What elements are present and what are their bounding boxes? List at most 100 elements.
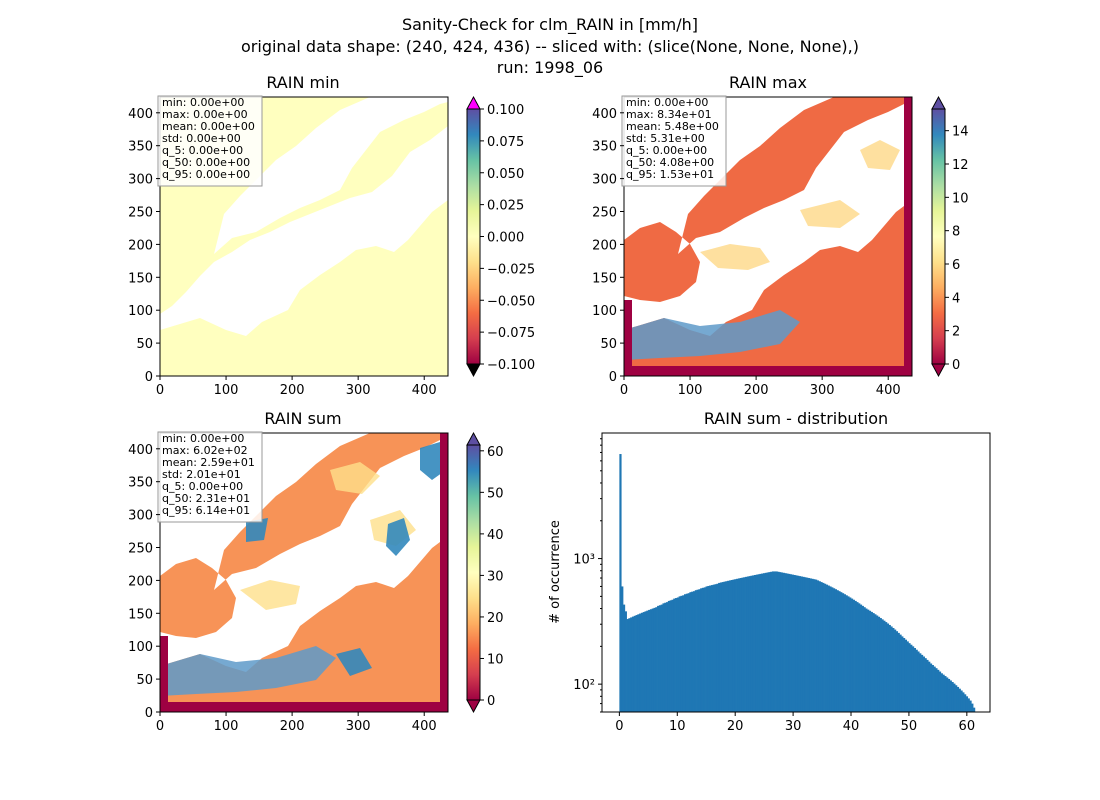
- histogram-bar: [694, 590, 697, 712]
- max-xtick-label: 0: [620, 383, 628, 398]
- histogram-bar: [637, 614, 640, 712]
- sum-ytick-label: 350: [128, 476, 153, 491]
- min-ytick-label: 300: [128, 173, 153, 188]
- sum-ytick-label: 200: [128, 574, 153, 589]
- histogram-bar: [692, 591, 696, 712]
- histogram-bar: [840, 592, 843, 712]
- sum-xtick-label: 200: [280, 719, 305, 734]
- map-max-boundary-right: [904, 97, 912, 376]
- histogram-bar: [825, 584, 829, 712]
- histogram-bar: [969, 700, 972, 712]
- map-min-frame: [159, 96, 449, 377]
- histogram-bar: [904, 639, 908, 712]
- histogram-bar: [691, 591, 694, 712]
- panel-histogram: RAIN sum - distribution 0 10 20 30 40 50 60 10²…: [548, 409, 991, 734]
- histogram-axes: 0 10 20 30 40 50 60 10² 10³: [573, 438, 976, 734]
- axes-min: 0 100 200 300 400 0 50 100 150 200 250 300 350 400: [128, 107, 436, 398]
- histogram-xtick-label: 60: [959, 719, 976, 734]
- histogram-bar: [730, 580, 733, 712]
- histogram-bar: [944, 676, 947, 712]
- sum-colorbar-tick-label: 30: [487, 569, 504, 584]
- panel-max-stats-box: min: 0.00e+00 max: 8.34e+01 mean: 5.48e+…: [621, 95, 727, 187]
- histogram-xtick-label: 10: [669, 719, 686, 734]
- histogram-bar: [736, 578, 739, 712]
- histogram-bar: [940, 673, 943, 712]
- histogram-bar: [949, 680, 952, 712]
- histogram-bar: [624, 611, 627, 712]
- histogram-bar: [922, 656, 925, 712]
- map-sum-field: [160, 433, 448, 712]
- min-ytick-label: 200: [128, 238, 153, 253]
- min-ytick-label: 150: [128, 271, 153, 286]
- histogram-bar: [886, 623, 890, 712]
- histogram-bar: [631, 616, 635, 712]
- histogram-bar: [883, 620, 886, 712]
- stat-max-2: mean: 5.48e+00: [626, 120, 719, 133]
- histogram-bar: [937, 669, 940, 712]
- min-colorbar-tick-label: −0.050: [487, 294, 535, 309]
- panel-rain-min: RAIN min min: 0.00e+00 max: 0.00e+00 mea…: [128, 73, 535, 398]
- histogram-bar: [899, 634, 902, 712]
- min-ytick-label: 400: [128, 107, 153, 122]
- histogram-bar: [714, 584, 717, 712]
- max-colorbar-gradient: [931, 108, 946, 365]
- histogram-bar: [852, 599, 855, 712]
- histogram-bar: [771, 571, 775, 712]
- min-ytick-label: 250: [128, 205, 153, 220]
- stat-max-0: min: 0.00e+00: [626, 96, 708, 109]
- histogram-bar: [924, 658, 927, 712]
- min-xtick-label: 0: [156, 383, 164, 398]
- histogram-bar: [737, 578, 741, 712]
- sum-colorbar-tick-label: 40: [487, 528, 504, 543]
- histogram-bar: [759, 573, 762, 712]
- histogram-bar: [678, 596, 681, 712]
- histogram-bar: [684, 594, 687, 712]
- map-sum-boundary-left: [160, 636, 168, 712]
- histogram-bar: [802, 576, 805, 712]
- histogram-bar: [798, 576, 802, 712]
- histogram-bar: [757, 574, 760, 712]
- axes-sum: 0 100 200 300 400 0 50 100 150 200 250 300 350 400: [128, 443, 436, 734]
- histogram-bar: [824, 583, 827, 712]
- histogram-bar: [971, 703, 974, 712]
- histogram-bar: [858, 603, 861, 712]
- histogram-bar: [789, 574, 793, 712]
- panel-rain-sum: RAIN sum min: 0.00e+00 max: 6.02e+02 mea…: [128, 409, 503, 734]
- histogram-bar: [755, 574, 759, 712]
- stat-min-5: q_50: 0.00e+00: [162, 156, 250, 169]
- histogram-bar: [712, 584, 715, 712]
- histogram-bar: [872, 613, 875, 712]
- histogram-bar: [657, 605, 660, 712]
- histogram-bar: [689, 592, 692, 712]
- max-ytick-label: 250: [592, 205, 617, 220]
- histogram-bar: [915, 649, 918, 712]
- max-colorbar-tick-label: 10: [952, 191, 969, 206]
- max-ytick-label: 150: [592, 271, 617, 286]
- histogram-bar: [815, 579, 818, 712]
- histogram-bar: [836, 590, 839, 712]
- histogram-bar: [682, 595, 685, 712]
- histogram-bar: [667, 600, 671, 712]
- stat-min-0: min: 0.00e+00: [162, 96, 244, 109]
- stat-min-3: std: 0.00e+00: [162, 132, 241, 145]
- max-ytick-label: 400: [592, 107, 617, 122]
- histogram-bar: [791, 574, 794, 712]
- stat-sum-0: min: 0.00e+00: [162, 432, 244, 445]
- histogram-bar: [863, 607, 866, 712]
- histogram-bar: [793, 574, 796, 712]
- min-xtick-label: 100: [214, 383, 239, 398]
- histogram-bar: [795, 575, 798, 712]
- sum-colorbar-tick-label: 50: [487, 486, 504, 501]
- min-colorbar-tick-label: −0.075: [487, 326, 535, 341]
- histogram-bar: [698, 589, 701, 712]
- histogram-bar: [669, 600, 672, 712]
- map-max-frame: [623, 96, 913, 377]
- histogram-bar: [784, 573, 787, 712]
- map-sum-frame: [159, 432, 449, 713]
- histogram-bar: [728, 580, 732, 712]
- stat-max-5: q_50: 4.08e+00: [626, 156, 714, 169]
- min-colorbar-tick-label: 0.050: [487, 167, 524, 182]
- sum-xtick-label: 400: [412, 719, 437, 734]
- histogram-bar: [894, 629, 897, 712]
- histogram-bar: [917, 651, 920, 712]
